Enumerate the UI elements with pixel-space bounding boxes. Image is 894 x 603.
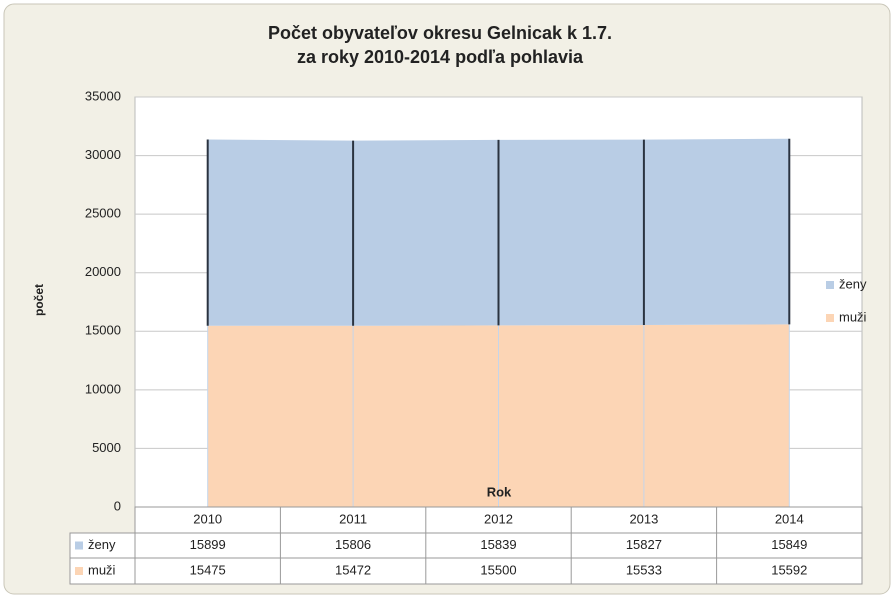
legend-swatch: [826, 281, 834, 289]
table-cell: 15533: [626, 562, 662, 577]
chart-title: za roky 2010-2014 podľa pohlavia: [297, 47, 584, 67]
table-cell: 15500: [480, 562, 516, 577]
x-axis-label: Rok: [487, 484, 512, 499]
y-tick-label: 5000: [92, 440, 121, 455]
x-tick-label: 2013: [629, 511, 658, 526]
y-tick-label: 25000: [85, 206, 121, 221]
y-tick-label: 30000: [85, 147, 121, 162]
legend-label: muži: [839, 309, 867, 324]
table-bg: [134, 506, 863, 534]
table-cell: 15806: [335, 537, 371, 552]
legend-label: ženy: [839, 276, 867, 291]
y-axis-label: počet: [32, 284, 46, 316]
x-tick-label: 2014: [775, 511, 804, 526]
x-tick-label: 2012: [484, 511, 513, 526]
legend-key: [75, 567, 83, 575]
chart-title: Počet obyvateľov okresu Gelnicak k 1.7.: [268, 23, 612, 43]
table-row-label: muži: [88, 562, 116, 577]
legend-key: [75, 541, 83, 550]
table-cell: 15472: [335, 562, 371, 577]
table-cell: 15475: [190, 562, 226, 577]
table-cell: 15827: [626, 537, 662, 552]
y-tick-label: 20000: [85, 264, 121, 279]
table-cell: 15839: [480, 537, 516, 552]
table-cell: 15592: [771, 562, 807, 577]
y-tick-label: 10000: [85, 381, 121, 396]
x-tick-label: 2011: [339, 511, 367, 526]
table-cell: 15849: [771, 537, 807, 552]
x-tick-label: 2010: [193, 511, 222, 526]
table-row-label: ženy: [88, 537, 116, 552]
legend-swatch: [826, 314, 834, 322]
y-tick-label: 35000: [85, 88, 121, 103]
y-tick-label: 0: [114, 498, 121, 513]
y-tick-label: 15000: [85, 323, 121, 338]
table-cell: 15899: [190, 537, 226, 552]
